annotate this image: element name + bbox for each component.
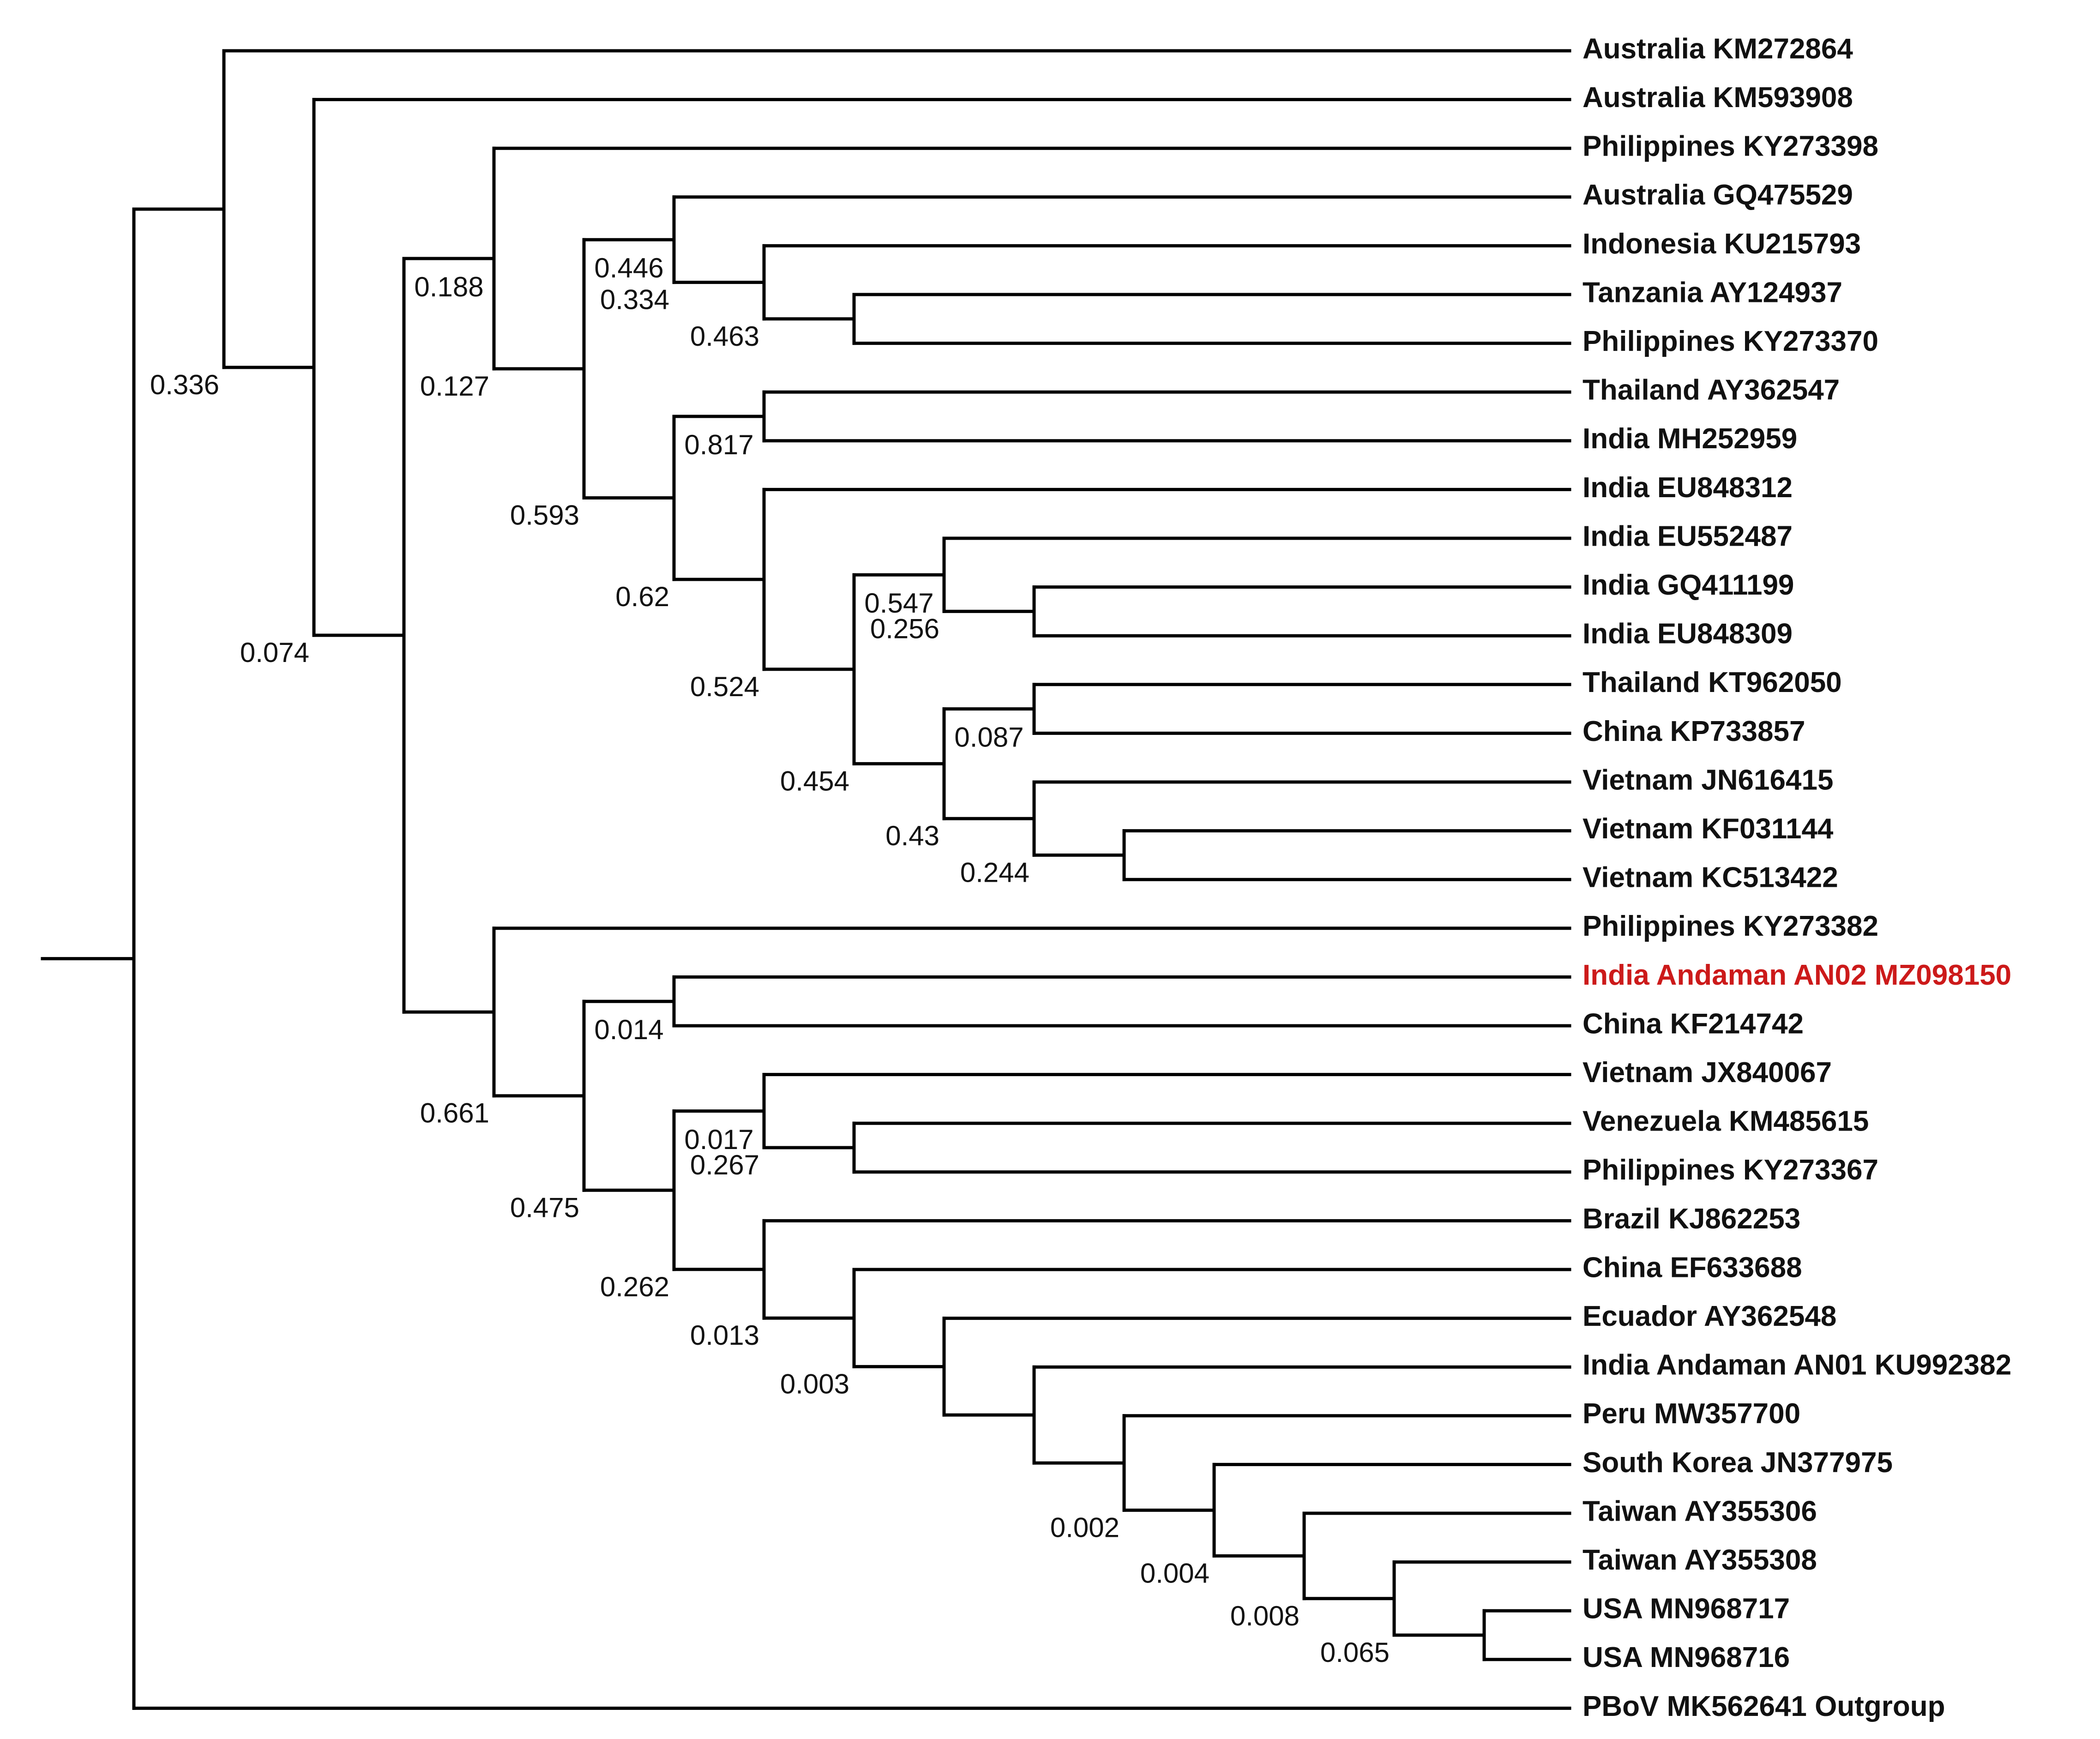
leaf-label-L34: PBoV MK562641 Outgroup [1583, 1691, 1945, 1722]
leaf-label-L26: Ecuador AY362548 [1583, 1300, 1836, 1332]
support-value-n3: 0.002 [1050, 1512, 1119, 1543]
leaf-label-L14: China KP733857 [1583, 716, 1805, 747]
support-value-n6: 0.065 [1320, 1637, 1390, 1668]
support-value-nK: 0.524 [690, 671, 759, 702]
support-value-nL: 0.454 [780, 765, 849, 796]
leaf-label-L7: Thailand AY362547 [1583, 374, 1840, 406]
support-value-nS: 0.661 [420, 1098, 489, 1129]
support-value-nQ: 0.244 [960, 857, 1029, 888]
support-value-nO: 0.43 [885, 820, 939, 851]
leaf-label-L16: Vietnam KF031144 [1583, 813, 1834, 845]
leaf-label-L29: South Korea JN377975 [1583, 1447, 1893, 1479]
support-value-nG: 0.463 [690, 321, 759, 352]
leaf-label-L1: Australia KM593908 [1583, 82, 1853, 114]
support-value-n4: 0.004 [1140, 1558, 1209, 1589]
support-value-nM: 0.256 [870, 613, 939, 644]
support-value-nW: 0.267 [690, 1149, 759, 1180]
leaf-label-L5: Tanzania AY124937 [1583, 277, 1842, 308]
leaf-label-L9: India EU848312 [1583, 472, 1793, 504]
leaf-label-L32: USA MN968717 [1583, 1593, 1790, 1625]
leaf-label-L25: China EF633688 [1583, 1252, 1802, 1283]
leaf-label-L23: Philippines KY273367 [1583, 1154, 1878, 1186]
leaf-label-L2: Philippines KY273398 [1583, 131, 1878, 162]
support-value-nV: 0.262 [600, 1271, 669, 1302]
branch-label-nF: 0.446 [594, 253, 663, 283]
branch-label-nW: 0.017 [684, 1124, 753, 1155]
leaf-label-L27: India Andaman AN01 KU992382 [1583, 1349, 2011, 1381]
leaf-label-L15: Vietnam JN616415 [1583, 764, 1833, 796]
leaf-label-L24: Brazil KJ862253 [1583, 1203, 1800, 1235]
support-value-nT: 0.475 [510, 1192, 579, 1223]
leaf-label-L33: USA MN968716 [1583, 1642, 1790, 1673]
leaf-label-L13: Thailand KT962050 [1583, 667, 1842, 698]
leaf-label-L8: India MH252959 [1583, 423, 1797, 455]
leaf-label-L10: India EU552487 [1583, 520, 1793, 552]
leaf-label-L30: Taiwan AY355306 [1583, 1495, 1817, 1527]
branch-label-nM: 0.547 [864, 588, 933, 619]
branch-label-nU: 0.014 [594, 1014, 663, 1045]
leaf-label-L18: Philippines KY273382 [1583, 910, 1878, 942]
support-value-nF: 0.334 [600, 284, 669, 315]
leaf-label-L21: Vietnam JX840067 [1583, 1057, 1832, 1089]
leaf-label-L11: India GQ411199 [1583, 569, 1794, 601]
leaf-label-L12: India EU848309 [1583, 618, 1793, 650]
support-value-nZ: 0.003 [780, 1368, 849, 1399]
leaf-label-L3: Australia GQ475529 [1583, 179, 1853, 211]
leaf-label-L22: Venezuela KM485615 [1583, 1106, 1869, 1137]
support-value-nE: 0.593 [510, 500, 579, 531]
support-value-nI: 0.62 [615, 581, 669, 612]
support-value-nB: 0.074 [240, 637, 309, 668]
leaf-label-L6: Philippines KY273370 [1583, 325, 1878, 357]
leaf-label-L31: Taiwan AY355308 [1583, 1544, 1817, 1576]
support-value-n5: 0.008 [1230, 1601, 1300, 1631]
leaf-label-L20: China KF214742 [1583, 1008, 1804, 1040]
support-value-nA: 0.336 [150, 369, 219, 400]
leaf-label-L4: Indonesia KU215793 [1583, 228, 1861, 260]
branch-label-nP: 0.087 [954, 722, 1023, 753]
leaf-label-L0: Australia KM272864 [1583, 33, 1853, 65]
support-value-nY: 0.013 [690, 1320, 759, 1351]
branch-label-nJ: 0.817 [684, 429, 753, 460]
support-value-nD: 0.127 [420, 371, 489, 402]
leaf-label-L19: India Andaman AN02 MZ098150 [1583, 959, 2011, 991]
branch-label-nD: 0.188 [414, 271, 483, 302]
leaf-label-L17: Vietnam KC513422 [1583, 862, 1838, 894]
leaf-label-L28: Peru MW357700 [1583, 1398, 1800, 1430]
